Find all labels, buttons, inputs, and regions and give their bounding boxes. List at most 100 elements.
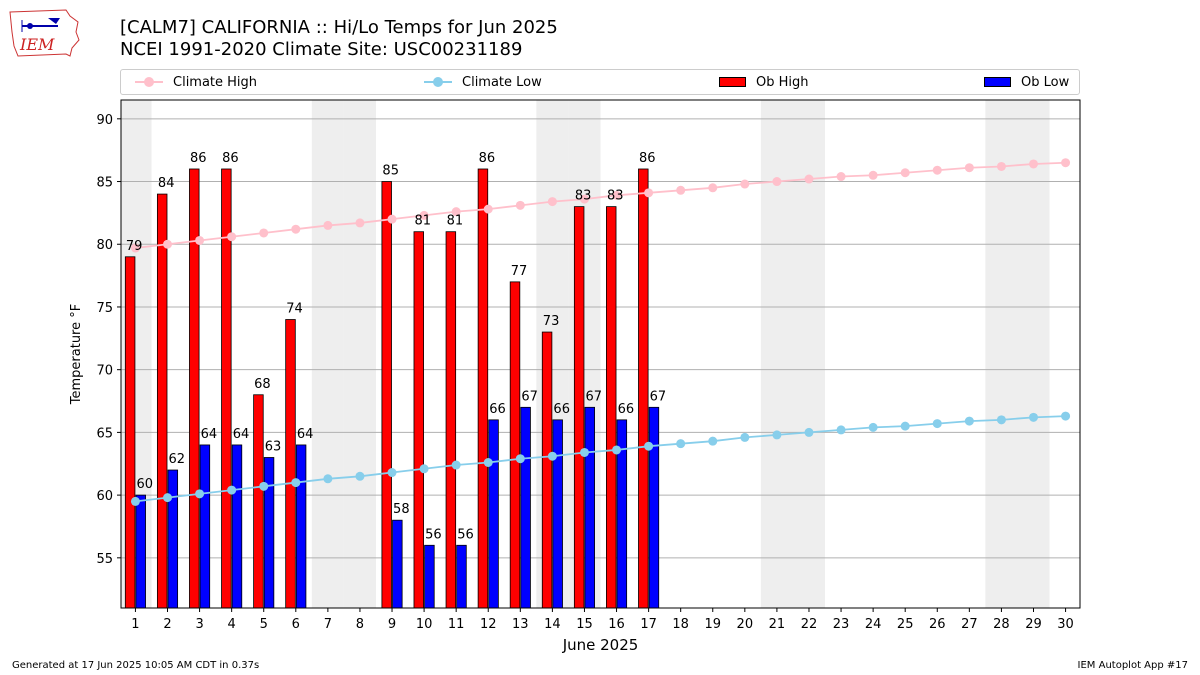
x-tick-label: 6	[292, 617, 300, 632]
climate-low-point	[868, 422, 878, 432]
climate-high-point	[483, 204, 493, 214]
ob-high-value-label: 81	[447, 214, 464, 229]
ob-high-bar	[285, 319, 296, 609]
x-tick-label: 7	[324, 617, 332, 632]
weekend-bands	[121, 100, 1050, 608]
ob-low-bar	[424, 544, 435, 609]
climate-low-point	[163, 493, 173, 503]
climate-high-point	[387, 214, 397, 224]
climate-high-point	[708, 183, 718, 193]
ob-low-value-label: 56	[457, 527, 474, 542]
climate-high-point	[804, 174, 814, 184]
ob-high-bar	[445, 231, 457, 609]
ob-high-value-label: 68	[254, 377, 271, 392]
weekend-band	[985, 100, 1018, 608]
legend-item-climate-low: Climate Low	[424, 70, 542, 94]
climate-low-point	[291, 478, 301, 488]
x-tick-label: 24	[865, 617, 882, 632]
ob-low-value-label: 67	[586, 389, 603, 404]
climate-high-point	[836, 172, 846, 182]
ob-high-bar	[189, 168, 200, 609]
x-tick-label: 17	[640, 617, 657, 632]
ob-low-bar	[167, 469, 179, 609]
ob-high-bar	[124, 256, 136, 609]
climate-low-point	[483, 457, 493, 467]
x-tick-label: 10	[416, 617, 433, 632]
climate-low-point	[387, 468, 397, 478]
legend-item-ob-low: Ob Low	[984, 70, 1069, 94]
climate-high-point	[676, 185, 686, 195]
x-tick-label: 29	[1025, 617, 1042, 632]
ob-high-bar	[638, 168, 649, 609]
chart-title: [CALM7] CALIFORNIA :: Hi/Lo Temps for Ju…	[120, 17, 558, 38]
climate-low-point	[1061, 411, 1071, 421]
climate-high-point	[227, 232, 237, 242]
x-tick-label: 4	[228, 617, 236, 632]
x-tick-label: 21	[769, 617, 786, 632]
ob-low-value-label: 66	[618, 402, 635, 417]
climate-high-line	[135, 161, 1066, 249]
climate-low-point	[259, 481, 269, 491]
ob-low-value-label: 58	[393, 502, 410, 517]
climate-low-point	[772, 430, 782, 440]
climate-low-point	[579, 447, 589, 457]
ob-high-bar	[253, 394, 264, 609]
x-tick-label: 8	[356, 617, 364, 632]
y-tick-label: 85	[96, 176, 113, 191]
ob-low-bar	[392, 519, 403, 609]
legend-swatch-climate-low	[424, 77, 452, 87]
climate-high-point	[323, 220, 333, 230]
x-tick-label: 13	[512, 617, 529, 632]
x-tick-label: 16	[608, 617, 625, 632]
ob-high-value-label: 77	[511, 264, 528, 279]
climate-high-point	[547, 197, 557, 207]
climate-high-point	[355, 218, 365, 228]
ob-high-value-label: 81	[415, 214, 432, 229]
ob-low-value-label: 67	[650, 389, 667, 404]
ob-low-value-label: 64	[201, 427, 218, 442]
iowa-outline-shape	[9, 9, 80, 57]
x-tick-label: 19	[704, 617, 721, 632]
climate-low-point	[419, 464, 429, 474]
climate-high-point	[996, 161, 1006, 171]
climate-low-point	[900, 421, 910, 431]
ob-high-value-label: 86	[222, 151, 239, 166]
ob-low-value-label: 66	[553, 402, 570, 417]
ob-high-bar	[156, 193, 168, 609]
climate-high-point	[515, 200, 525, 210]
climate-low-point	[740, 432, 750, 442]
x-tick-label: 18	[672, 617, 689, 632]
ob-low-bar	[263, 457, 275, 609]
ob-high-bar	[573, 206, 585, 609]
y-tick-label: 60	[96, 489, 113, 504]
climate-low-point	[676, 439, 686, 449]
ob-high-bar	[606, 206, 617, 609]
x-tick-label: 28	[993, 617, 1010, 632]
climate-high-point	[451, 207, 461, 217]
climate-low-point	[547, 451, 557, 461]
climate-high-point	[644, 188, 654, 198]
climate-low-point	[355, 471, 365, 481]
ob-high-value-label: 85	[382, 164, 399, 179]
x-tick-label: 5	[260, 617, 268, 632]
climate-high-point	[130, 243, 140, 253]
climate-high-point	[291, 224, 301, 234]
ob-high-bar	[413, 231, 424, 609]
x-axis-label: June 2025	[562, 636, 639, 654]
legend-item-climate-high: Climate High	[135, 70, 257, 94]
ob-high-value-label: 79	[126, 239, 143, 254]
ob-low-bar	[552, 419, 563, 609]
y-tick-label: 90	[96, 113, 113, 128]
climate-high-point	[900, 168, 910, 178]
logo-text: IEM	[19, 35, 55, 54]
ob-low-value-label: 62	[169, 452, 186, 467]
legend-swatch-ob-high	[719, 77, 746, 87]
legend-swatch-climate-high	[135, 77, 163, 87]
plot-frame	[120, 99, 1081, 609]
ob-low-value-label: 67	[521, 389, 538, 404]
climate-high-point	[932, 165, 942, 175]
ob-high-value-label: 73	[543, 314, 560, 329]
x-tick-label: 22	[801, 617, 818, 632]
ob-low-bar	[520, 406, 531, 609]
climate-high-point	[163, 239, 173, 249]
